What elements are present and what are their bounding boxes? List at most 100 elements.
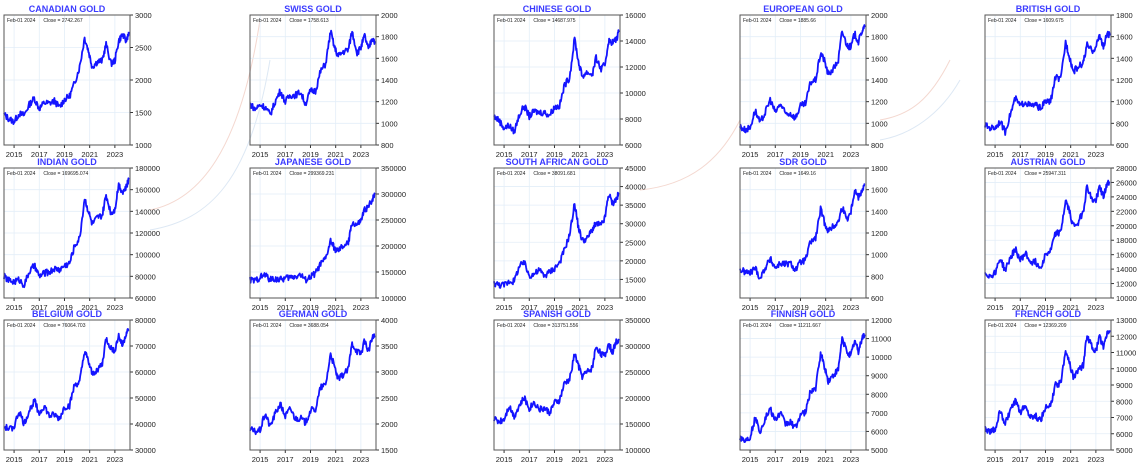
x-tick-label: 2015	[6, 150, 23, 159]
y-tick-label: 600	[871, 294, 884, 303]
line-chart: 600 800 1000 1200 1400 1600 1800 2015 2017 2019 20…	[984, 11, 1133, 159]
y-tick-label: 26000	[1116, 178, 1137, 187]
y-tick-label: 2000	[381, 420, 398, 429]
x-tick-label: 2019	[1037, 150, 1054, 159]
x-tick-label: 2015	[252, 150, 269, 159]
y-tick-label: 300000	[625, 342, 650, 351]
x-tick-label: 2019	[546, 455, 563, 464]
date-label: Feb-01 2024	[988, 323, 1017, 329]
y-tick-label: 1200	[871, 229, 888, 238]
x-tick-label: 2017	[277, 303, 294, 312]
price-line	[493, 29, 620, 135]
close-value: Close = 299369.231	[289, 171, 335, 177]
x-tick-label: 2017	[31, 150, 48, 159]
chart-panel-south-african-gold: SOUTH AFRICAN GOLD 10000 15000 20000 25000 30…	[493, 153, 730, 312]
x-tick-label: 2019	[302, 455, 319, 464]
y-tick-label: 1500	[135, 109, 152, 118]
x-tick-label: 2017	[31, 455, 48, 464]
y-tick-label: 100000	[381, 294, 406, 303]
chart-title: GERMAN GOLD	[278, 309, 348, 319]
x-tick-label: 2015	[6, 455, 23, 464]
x-tick-label: 2019	[302, 303, 319, 312]
price-line	[984, 30, 1111, 136]
line-chart: 60000 80000 100000 120000 140000 160000 180000…	[3, 164, 160, 312]
chart-title: INDIAN GOLD	[37, 157, 97, 167]
y-tick-label: 7000	[1116, 414, 1133, 423]
x-tick-label: 2019	[792, 303, 809, 312]
ohlc-info: Feb-01 2024 Close = 299369.231	[253, 171, 342, 177]
date-label: Feb-01 2024	[253, 18, 282, 24]
ohlc-info: Feb-01 2024 Close = 3688.054	[253, 323, 337, 329]
y-tick-label: 14000	[625, 37, 646, 46]
ohlc-info: Feb-01 2024 Close = 14687.975	[497, 18, 583, 24]
chart-title: SWISS GOLD	[284, 4, 342, 14]
line-chart: 100000 150000 200000 250000 300000 350000 2015…	[249, 164, 406, 312]
chart-panel-swiss-gold: SWISS GOLD 800 1000 1200 1400 1600 1800 2000 201…	[249, 0, 486, 159]
line-chart: 1500 2000 2500 3000 3500 4000 2015 2017 2019 2021…	[249, 316, 398, 464]
close-value: Close = 12369.209	[1024, 323, 1067, 329]
chart-panel-belgium-gold: BELGIUM GOLD 30000 40000 50000 60000 70000 800…	[3, 305, 240, 464]
y-tick-label: 140000	[135, 207, 160, 216]
y-tick-label: 22000	[1116, 207, 1137, 216]
y-tick-label: 1400	[381, 76, 398, 85]
price-line	[493, 191, 620, 289]
x-tick-label: 2021	[817, 303, 834, 312]
y-tick-label: 1600	[381, 54, 398, 63]
y-tick-label: 160000	[135, 186, 160, 195]
x-tick-label: 2017	[767, 150, 784, 159]
x-tick-label: 2019	[1037, 455, 1054, 464]
y-tick-label: 12000	[625, 63, 646, 72]
y-tick-label: 45000	[625, 164, 646, 173]
price-line	[3, 177, 130, 289]
y-tick-label: 80000	[135, 272, 156, 281]
y-tick-label: 20000	[625, 257, 646, 266]
y-tick-label: 4000	[381, 316, 398, 325]
y-tick-label: 1400	[871, 76, 888, 85]
x-tick-label: 2017	[277, 455, 294, 464]
price-line	[984, 330, 1111, 435]
price-line	[249, 192, 376, 284]
y-tick-label: 9000	[871, 372, 888, 381]
x-tick-label: 2015	[987, 303, 1004, 312]
chart-panel-finnish-gold: FINNISH GOLD 5000 6000 7000 8000 9000 10000 110…	[739, 305, 976, 464]
date-label: Feb-01 2024	[743, 323, 772, 329]
y-tick-label: 350000	[381, 164, 406, 173]
x-tick-label: 2023	[843, 150, 860, 159]
x-tick-label: 2023	[1088, 455, 1105, 464]
x-tick-label: 2021	[81, 455, 98, 464]
date-label: Feb-01 2024	[7, 18, 36, 24]
x-tick-label: 2019	[56, 303, 73, 312]
chart-title: SPANISH GOLD	[523, 309, 591, 319]
x-tick-label: 2023	[843, 303, 860, 312]
date-label: Feb-01 2024	[7, 323, 36, 329]
chart-title: AUSTRIAN GOLD	[1010, 157, 1086, 167]
x-tick-label: 2023	[843, 455, 860, 464]
ohlc-info: Feb-01 2024 Close = 76064.703	[7, 323, 93, 329]
x-tick-label: 2017	[277, 150, 294, 159]
x-tick-label: 2023	[353, 455, 370, 464]
chart-panel-canadian-gold: CANADIAN GOLD 1000 1500 2000 2500 3000 2015 201…	[3, 0, 240, 159]
chart-title: FRENCH GOLD	[1015, 309, 1081, 319]
close-value: Close = 1758.613	[289, 18, 329, 24]
y-tick-label: 100000	[135, 251, 160, 260]
x-tick-label: 2015	[252, 455, 269, 464]
chart-panel-british-gold: BRITISH GOLD 600 800 1000 1200 1400 1600 1800 20…	[984, 0, 1140, 159]
y-tick-label: 100000	[625, 446, 650, 455]
y-tick-label: 2000	[135, 76, 152, 85]
y-tick-label: 180000	[135, 164, 160, 173]
y-tick-label: 14000	[1116, 265, 1137, 274]
date-label: Feb-01 2024	[253, 323, 282, 329]
close-value: Close = 14687.975	[533, 18, 576, 24]
chart-panel-chinese-gold: CHINESE GOLD 6000 8000 10000 12000 14000 16000…	[493, 0, 730, 159]
x-tick-label: 2015	[496, 455, 513, 464]
y-tick-label: 12000	[1116, 280, 1137, 289]
y-tick-label: 2500	[135, 44, 152, 53]
chart-title: EUROPEAN GOLD	[763, 4, 843, 14]
y-tick-label: 5000	[1116, 446, 1133, 455]
x-tick-label: 2017	[767, 303, 784, 312]
ohlc-info: Feb-01 2024 Close = 1609.675	[988, 18, 1072, 24]
x-tick-label: 2015	[987, 150, 1004, 159]
chart-panel-japanese-gold: JAPANESE GOLD 100000 150000 200000 250000 300…	[249, 153, 486, 312]
ohlc-info: Feb-01 2024 Close = 1885.66	[743, 18, 824, 24]
price-line	[739, 24, 866, 134]
